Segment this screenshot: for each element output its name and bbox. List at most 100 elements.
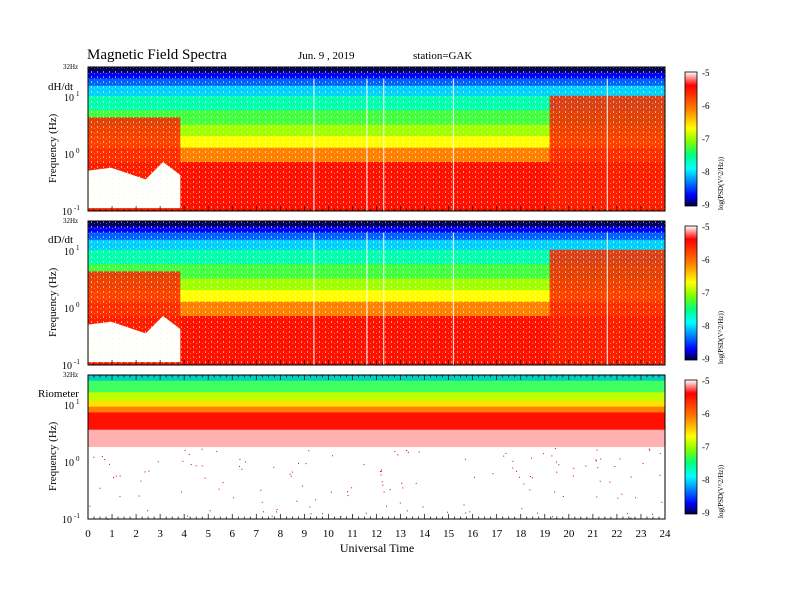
speck-17 [99,487,101,489]
speck-93 [382,484,384,486]
speck-101 [537,512,539,514]
speck-123 [276,509,278,511]
speck-74 [399,502,401,504]
speck-95 [415,482,417,484]
speck-25 [365,512,367,514]
speck-109 [447,511,449,513]
speck-99 [596,496,598,498]
speck-13 [351,487,353,489]
speck-83 [108,463,110,465]
speck-27 [273,466,275,468]
colorbar-label: log(PSD(V^2/Hz)) [717,310,725,364]
speck-5 [262,511,264,513]
speck-52 [518,476,520,478]
colorbar [684,379,698,515]
svg-text:10: 10 [64,458,74,469]
speck-54 [394,450,396,452]
speck-127 [661,501,663,503]
speck-107 [572,475,574,477]
speck-78 [138,495,140,497]
x-tick-label: 15 [443,528,455,540]
y-tick-10e0: 10 0 [64,147,80,161]
speck-102 [310,513,312,515]
band-3 [88,400,665,408]
svg-text:10: 10 [64,401,74,412]
x-tick-label: 23 [635,528,647,540]
svg-text:-8: -8 [702,321,710,331]
speck-7 [600,458,602,460]
y-tick-10e1: 10 1 [64,398,80,412]
speck-116 [297,462,299,464]
svg-text:1: 1 [76,244,80,252]
speck-37 [551,455,553,457]
svg-text:10: 10 [64,150,74,161]
speck-112 [271,515,273,517]
speck-44 [573,467,575,469]
speck-8 [422,506,424,508]
speck-71 [614,466,616,468]
x-tick-label: 19 [539,528,551,540]
speck-111 [190,464,192,466]
speck-113 [330,491,332,493]
speck-105 [596,449,598,451]
svg-text:-6: -6 [702,101,710,111]
x-tick-label: 16 [467,528,479,540]
speck-65 [642,463,644,465]
panel-dddt: dD/dt 32Hz 10 1 10 0 10 -1 Frequency (Hz… [47,217,725,372]
y-tick-10e0: 10 0 [64,301,80,315]
speck-3 [186,515,188,517]
band-1 [88,380,665,393]
speck-57 [188,453,190,455]
speck-106 [104,459,106,461]
svg-text:10: 10 [64,304,74,315]
speck-59 [585,465,587,467]
spectrogram-dhdt [88,67,665,212]
x-tick-label: 17 [491,528,503,540]
speck-139 [184,449,186,451]
x-tick-label: 20 [563,528,575,540]
tick-marks-2 [87,375,666,519]
speck-33 [529,475,531,477]
speck-136 [407,451,409,453]
speck-61 [473,476,475,478]
speck-138 [119,496,121,498]
speck-121 [290,475,292,477]
x-tick-label: 14 [419,528,431,540]
band-5 [88,412,665,431]
speck-40 [119,475,121,477]
x-tick-label: 18 [515,528,527,540]
svg-text:0: 0 [76,147,80,155]
speck-10 [157,461,159,463]
speck-26 [305,463,307,465]
speck-39 [380,474,382,476]
svg-text:10: 10 [62,515,72,526]
x-tick-label: 24 [660,528,672,540]
speck-30 [115,475,117,477]
speck-0 [296,500,298,502]
speck-79 [239,458,241,460]
colorbar-label: log(PSD(V^2/Hz)) [717,464,725,518]
svg-text:-5: -5 [702,376,710,386]
speck-129 [383,491,385,493]
speck-72 [619,458,621,460]
speck-100 [556,471,558,473]
speck-130 [261,501,263,503]
speck-62 [648,448,650,450]
spectrogram-dddt [88,221,665,366]
date-label: Jun. 9 , 2019 [298,50,355,62]
speck-38 [505,452,507,454]
svg-text:-7: -7 [702,134,710,144]
speck-22 [322,513,324,515]
speck-24 [233,497,235,499]
svg-text:-1: -1 [74,358,80,366]
panel-dhdt: dH/dt 32Hz 10 1 10 0 10 -1 Frequency (Hz… [47,63,725,218]
speck-46 [201,465,203,467]
colorbar-ticks: -5 -6 -7 -8 -9 [702,68,710,210]
speck-6 [649,449,651,451]
svg-text:-8: -8 [702,475,710,485]
svg-text:-9: -9 [702,200,710,210]
speck-12 [595,460,597,462]
colorbar-ticks: -5 -6 -7 -8 -9 [702,376,710,518]
speck-110 [101,455,103,457]
y-tick-10e0: 10 0 [64,455,80,469]
